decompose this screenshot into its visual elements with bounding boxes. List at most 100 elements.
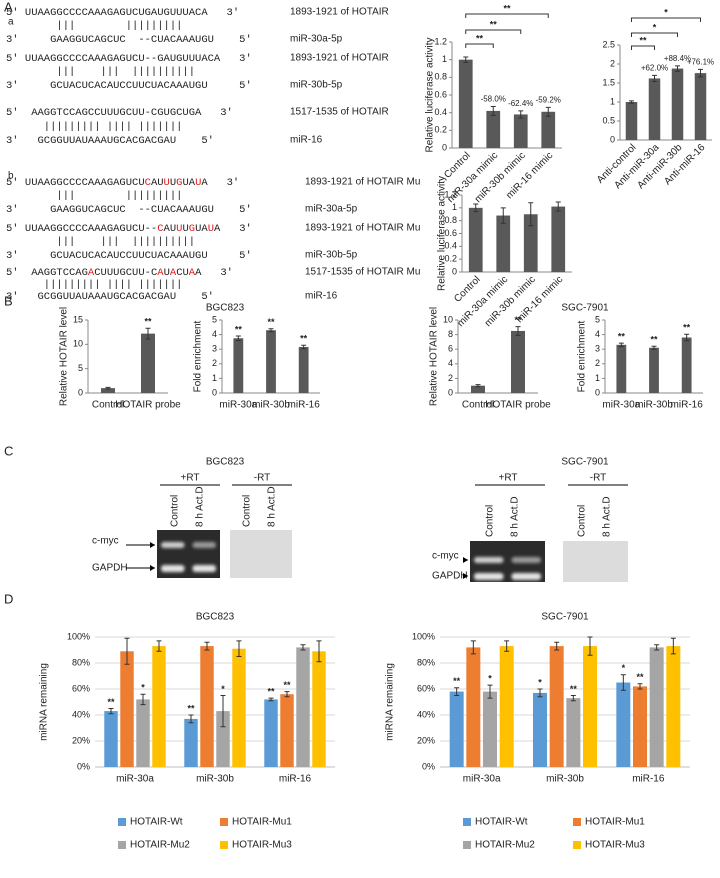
condition-label: +RT	[181, 473, 200, 484]
y-tick-label: 20%	[417, 735, 435, 745]
gel-band	[511, 557, 541, 563]
bar	[458, 59, 473, 148]
site-label: 1893-1921 of HOTAIR	[290, 53, 389, 64]
mutated-base: A	[189, 267, 196, 279]
band-label: GAPDH	[432, 571, 468, 582]
x-tick-label: Control	[462, 400, 494, 411]
sequence-part: 5' UUAAGGCCCCAAAGAGUCU	[6, 177, 145, 189]
error-bar	[670, 637, 676, 655]
error-bar	[145, 327, 151, 340]
mutated-base: U	[208, 223, 214, 235]
legend-label: HOTAIR-Mu1	[232, 817, 292, 828]
bar	[681, 337, 692, 393]
y-tick-label: 40%	[417, 709, 435, 719]
group-title: BGC823	[206, 303, 245, 314]
y-tick-label: 0	[448, 387, 453, 397]
gel-title: BGC823	[206, 457, 245, 468]
y-tick-label: 0	[442, 142, 447, 152]
y-tick-label: 0.6	[434, 89, 447, 99]
bar	[486, 110, 501, 148]
pairing: ||| ||| ||||||||||	[6, 66, 195, 78]
x-tick-label: miR-16	[632, 774, 665, 785]
bar	[566, 698, 581, 767]
y-axis-label: miRNA remaining	[39, 663, 50, 741]
y-tick-label: 0.2	[444, 254, 457, 264]
bar	[649, 647, 664, 767]
bar	[648, 78, 661, 140]
y-axis-label: Fold enrichment	[193, 320, 204, 392]
x-tick-label: miR-16	[279, 774, 312, 785]
bar	[233, 338, 244, 393]
significance-label: **	[476, 33, 484, 43]
significance-label: **	[267, 317, 275, 327]
x-tick-label: HOTAIR probe	[485, 400, 551, 411]
significance-label: *	[664, 7, 668, 17]
pairing: ||| ||| ||||||||||	[6, 236, 195, 248]
bar	[625, 102, 638, 140]
error-bar	[555, 201, 561, 212]
y-tick-label: 0.8	[444, 215, 457, 225]
error-bar	[537, 688, 543, 698]
bar	[533, 692, 547, 767]
y-tick-label: 8	[448, 329, 453, 339]
error-bar	[500, 207, 506, 224]
bar	[513, 114, 528, 148]
pairing: ||| |||||||||	[6, 20, 182, 32]
mutated-base: C	[145, 177, 151, 189]
y-tick-label: 0	[595, 387, 600, 397]
y-tick-label: 20%	[72, 735, 90, 745]
condition-label: -RT	[590, 473, 606, 484]
sequence: 3' GAAGGUCAGCUC --CUACAAAUGU 5'	[6, 204, 252, 216]
panel-label: C	[4, 443, 13, 458]
y-tick-label: 1	[452, 202, 457, 212]
y-tick-label: 0.5	[602, 115, 615, 125]
bar	[136, 699, 150, 767]
y-tick-label: 1.5	[602, 77, 615, 87]
sequence-part: U	[170, 177, 176, 189]
error-bar	[515, 326, 521, 336]
sequence-part: U	[182, 223, 188, 235]
bar	[616, 344, 627, 393]
change-label: -58.0%	[481, 95, 506, 104]
error-bar	[629, 100, 634, 104]
significance-label: **	[490, 19, 498, 29]
significance-bracket	[465, 13, 549, 18]
significance-label: **	[503, 3, 511, 13]
bar	[523, 214, 538, 272]
y-tick-label: 4	[212, 329, 217, 339]
lane-label: Control	[170, 495, 181, 527]
sequence-part: 5' AAGGTCCAG	[6, 267, 88, 279]
mirna-label: miR-16	[290, 135, 323, 146]
arrow-head	[463, 557, 468, 563]
x-tick-label: miR-30a	[219, 400, 257, 411]
error-bar	[235, 335, 241, 341]
significance-label: **	[144, 317, 152, 327]
y-tick-label: 1	[442, 54, 447, 64]
sequence-part: 5' UUAAGGCCCCAAAGAGUCU--	[6, 223, 157, 235]
sequence: 3' GCUACUCACAUCCUUCUACAAAUGU 5'	[6, 80, 252, 92]
legend-swatch	[463, 818, 471, 826]
y-tick-label: 1	[212, 373, 217, 383]
gel-band	[511, 573, 541, 580]
bar	[541, 111, 556, 148]
y-axis-label: Relative luciferase activity	[425, 37, 436, 152]
significance-label: **	[618, 331, 626, 341]
sequence-part: U	[164, 267, 170, 279]
y-tick-label: 4	[448, 358, 453, 368]
x-tick-label: miR-16	[288, 400, 321, 411]
y-tick-label: 40%	[72, 709, 90, 719]
significance-bracket	[631, 32, 678, 37]
arrow-head	[150, 542, 155, 548]
error-bar	[124, 637, 130, 665]
significance-label: **	[639, 35, 647, 45]
mutated-base: U	[195, 177, 201, 189]
site-label: 1517-1535 of HOTAIR	[290, 107, 389, 118]
x-tick-label: miR-30b	[546, 774, 584, 785]
legend-swatch	[573, 841, 581, 849]
lane-label: Control	[242, 495, 253, 527]
y-tick-label: 10	[73, 339, 83, 349]
bar	[671, 68, 684, 140]
y-tick-label: 0.2	[434, 125, 447, 135]
legend-swatch	[118, 841, 126, 849]
